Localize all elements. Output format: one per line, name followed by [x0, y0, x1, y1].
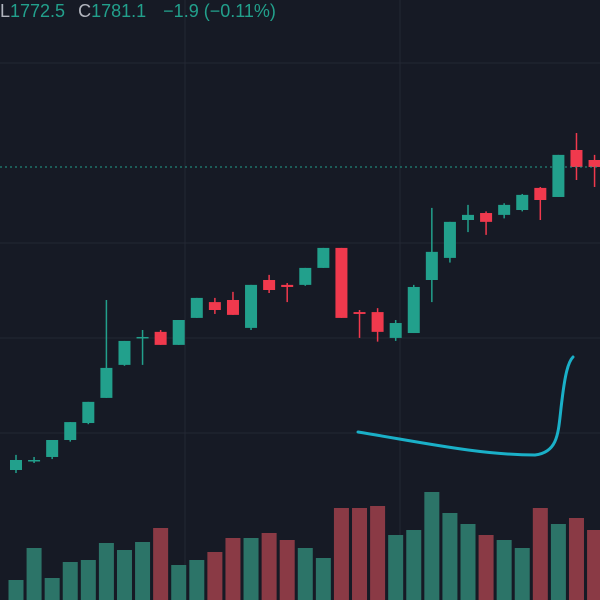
- candle-body: [154, 331, 167, 345]
- close-value: 1781.1: [91, 1, 146, 21]
- candle-body: [190, 297, 203, 318]
- volume-bar: [406, 530, 422, 600]
- volume-bar: [587, 530, 600, 600]
- annotation-stroke: [356, 355, 575, 457]
- volume-bar: [532, 508, 548, 600]
- candle-body: [10, 460, 22, 470]
- volume-bar: [207, 552, 223, 600]
- volume-bar: [568, 518, 584, 600]
- candle-body: [552, 154, 565, 197]
- volume-bar: [279, 540, 295, 600]
- candle-body: [245, 284, 258, 328]
- header: L1772.5 C1781.1 −1.9 (−0.11%): [0, 1, 276, 21]
- volume-bar: [550, 524, 566, 600]
- change-value: −1.9 (−0.11%): [163, 1, 276, 21]
- candle-body: [64, 422, 77, 440]
- volume-bar: [370, 506, 386, 600]
- volume-bar: [135, 542, 151, 600]
- candle-body: [389, 323, 402, 338]
- candle-body: [407, 286, 420, 334]
- volume-bar: [315, 558, 331, 600]
- candle-body: [118, 340, 131, 365]
- volume-bar: [388, 535, 404, 600]
- close-label: C: [78, 1, 91, 21]
- candle-body: [498, 204, 511, 215]
- volume-bar: [424, 492, 440, 600]
- volume-bar: [243, 538, 259, 600]
- volume-bar: [352, 508, 368, 600]
- candle-body: [570, 150, 583, 167]
- candle-body: [462, 214, 474, 220]
- candle-body: [82, 401, 95, 424]
- volume-bar: [116, 550, 132, 600]
- candle-body: [443, 221, 456, 258]
- volume-bar: [297, 548, 313, 600]
- candle-body: [28, 460, 41, 462]
- candle-body: [480, 213, 493, 222]
- volume-bar: [261, 533, 277, 600]
- volume-bar: [171, 565, 187, 600]
- volume-bar: [478, 535, 494, 600]
- candle-body: [46, 440, 59, 457]
- candle-body: [516, 194, 529, 210]
- volume-bar: [98, 543, 114, 600]
- candle-body: [136, 336, 149, 339]
- volume-bar: [62, 562, 78, 600]
- candle-body: [172, 320, 185, 345]
- volume-bar: [26, 548, 42, 600]
- volume-bar: [496, 540, 512, 600]
- candle-body: [281, 284, 294, 287]
- volume-bar: [44, 578, 60, 600]
- candle-body: [208, 302, 221, 310]
- candle-body: [353, 312, 366, 314]
- volume-bar: [8, 580, 24, 600]
- volume-bar: [514, 548, 530, 600]
- candle-body: [371, 312, 384, 332]
- volume-bar: [189, 560, 205, 600]
- candle-body: [317, 247, 330, 268]
- low-label: L: [0, 1, 10, 21]
- candle-body: [534, 187, 547, 200]
- volume-bar: [225, 538, 241, 600]
- candle-body: [100, 367, 113, 398]
- candle-body: [425, 251, 438, 280]
- candle-body: [299, 267, 312, 285]
- volume-bar: [333, 508, 349, 600]
- candle-body: [226, 300, 239, 315]
- volume-bar: [460, 524, 476, 600]
- volume-bar: [153, 528, 169, 600]
- candle-body: [588, 160, 600, 167]
- candle-body: [335, 247, 348, 318]
- low-value: 1772.5: [10, 1, 65, 21]
- volume-bar: [80, 560, 96, 600]
- volume-bar: [442, 513, 458, 600]
- candle-body: [263, 280, 276, 290]
